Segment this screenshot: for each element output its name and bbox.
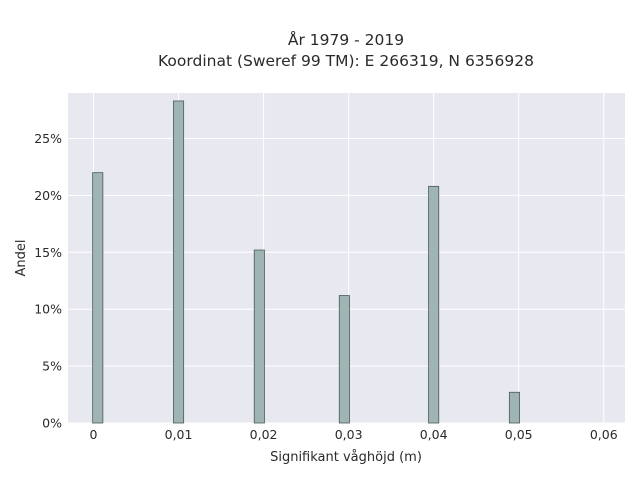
bar-3 [338,295,350,424]
y-tick-labels: 0% 5% 10% 15% 20% 25% [34,131,62,430]
chart-title-line-1: År 1979 - 2019 [288,30,404,49]
bar-5 [508,391,520,424]
x-tick-label-6: 0,06 [590,427,618,442]
chart-title-line-2: Koordinat (Sweref 99 TM): E 266319, N 63… [158,52,534,70]
x-tick-labels: 0 0,01 0,02 0,03 0,04 0,05 0,06 [90,427,618,442]
x-tick-label-3: 0,03 [335,427,363,442]
x-tick-label-2: 0,02 [250,427,278,442]
x-axis-title: Signifikant våghöjd (m) [270,450,422,465]
bar-4 [428,185,440,424]
bar-2 [253,249,265,424]
x-tick-label-0: 0 [90,427,98,442]
y-tick-label-4: 20% [34,188,62,203]
bar-1 [173,100,185,424]
y-tick-label-3: 15% [34,245,62,260]
x-tick-label-4: 0,04 [420,427,448,442]
y-tick-label-5: 25% [34,131,62,146]
y-tick-label-2: 10% [34,302,62,317]
y-axis-title: Andel [14,240,29,277]
bars [92,100,520,424]
y-tick-label-1: 5% [42,359,62,374]
bar-0 [92,172,104,424]
x-tick-label-1: 0,01 [165,427,193,442]
y-tick-label-0: 0% [42,416,62,431]
x-tick-label-5: 0,05 [505,427,533,442]
